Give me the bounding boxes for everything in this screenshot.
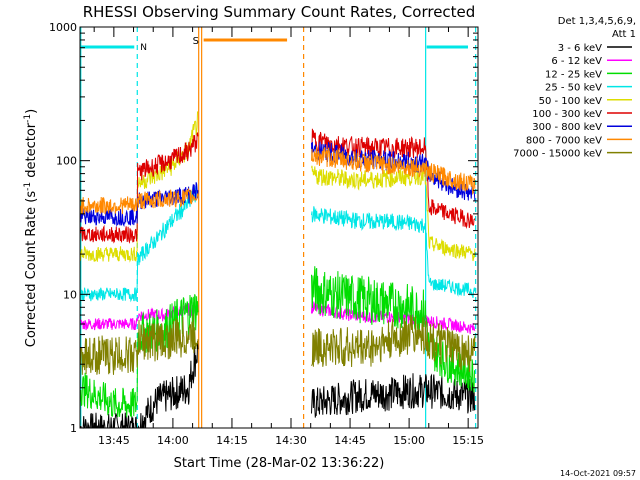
- legend-label: 50 - 100 keV: [539, 96, 603, 107]
- y-axis-label-mid: detector: [24, 122, 39, 182]
- series-line-6-12-kev-seg1: [80, 302, 199, 331]
- legend: Det 1,3,4,5,6,9, Att 1 3 - 6 keV 6 - 12 keV…: [513, 16, 636, 160]
- series-line-800-7000-kev-seg2: [311, 146, 476, 195]
- legend-label: 6 - 12 keV: [551, 56, 602, 67]
- marker-label-n: N: [140, 43, 147, 53]
- y-axis-label-sup2: -1: [23, 114, 33, 123]
- x-tick-label: 14:15: [216, 434, 248, 447]
- series-line-100-300-kev-seg1: [79, 132, 199, 244]
- legend-label: 300 - 800 keV: [532, 122, 602, 133]
- legend-label: 25 - 50 keV: [545, 83, 602, 94]
- legend-label: 12 - 25 keV: [545, 69, 602, 80]
- series-line-25-50-kev-seg2: [311, 206, 476, 298]
- legend-label: 3 - 6 keV: [558, 43, 602, 54]
- series-lines: [79, 111, 476, 429]
- x-tick-label: 15:15: [452, 434, 484, 447]
- x-tick-label: 14:45: [334, 434, 366, 447]
- series-line-50-100-kev-seg1: [79, 111, 199, 263]
- x-axis-label: Start Time (28-Mar-02 13:36:22): [174, 456, 385, 471]
- y-tick-label: 1: [70, 422, 77, 435]
- legend-label: 7000 - 15000 keV: [513, 149, 602, 160]
- series-line-12-25-kev-seg2: [311, 266, 476, 393]
- chart-title: RHESSI Observing Summary Count Rates, Co…: [83, 3, 476, 21]
- series-line-3-6-kev-seg2: [311, 373, 476, 418]
- legend-title-line2: Att 1: [612, 29, 636, 40]
- vertical-markers: NS: [80, 27, 477, 428]
- y-tick-label: 10: [63, 288, 77, 301]
- series-line-100-300-kev-seg2: [311, 128, 476, 230]
- series-line-800-7000-kev-seg1: [79, 187, 199, 215]
- y-axis-label: Corrected Count Rate (s-1 detector-1): [23, 109, 39, 347]
- x-tick-label: 14:00: [157, 434, 189, 447]
- x-tick-label: 13:45: [98, 434, 130, 447]
- x-tick-label: 15:00: [393, 434, 425, 447]
- legend-title-line1: Det 1,3,4,5,6,9,: [558, 16, 636, 27]
- x-tick-label: 14:30: [275, 434, 307, 447]
- legend-label: 100 - 300 keV: [532, 109, 602, 120]
- y-tick-label: 100: [56, 155, 77, 168]
- axes: 1 10 100 1000 13:45 14:00 14:15 14:30 14:45 15:00…: [49, 21, 484, 447]
- marker-label-s: S: [193, 36, 199, 47]
- series-line-50-100-kev-seg2: [311, 165, 476, 262]
- y-axis-label-main: Corrected Count Rate (s: [24, 191, 39, 348]
- plot-frame: [79, 26, 479, 429]
- y-axis-label-end: ): [24, 109, 39, 114]
- y-axis-label-sup1: -1: [23, 182, 33, 191]
- series-line-25-50-kev-seg1: [79, 183, 199, 303]
- series-line-7000-15000-kev-seg2: [311, 314, 476, 373]
- series-line-7000-15000-kev-seg1: [79, 314, 199, 375]
- y-tick-label: 1000: [49, 21, 77, 34]
- timestamp: 14-Oct-2021 09:57: [560, 469, 636, 478]
- legend-label: 800 - 7000 keV: [526, 135, 602, 146]
